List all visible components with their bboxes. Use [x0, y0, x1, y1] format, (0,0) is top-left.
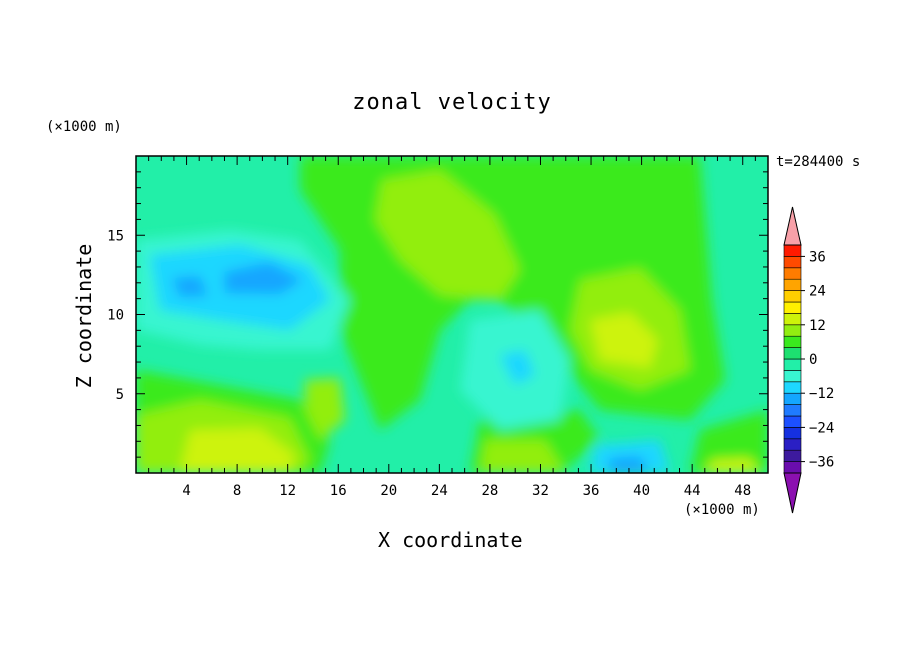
chart-title: zonal velocity: [352, 90, 552, 115]
region-negative-core-b: [172, 276, 208, 297]
colorbar-swatch: [783, 301, 802, 314]
x-axis-unit: (×1000 m): [684, 502, 760, 518]
colorbar: 36 24 12 0 −12 −24 −36: [783, 206, 834, 514]
colorbar-swatch: [783, 290, 802, 303]
y-tick-label: 10: [107, 308, 124, 324]
colorbar-swatch: [783, 404, 802, 417]
colorbar-swatch: [783, 392, 802, 405]
x-tick-label: 24: [431, 483, 448, 499]
colorbar-swatch: [783, 415, 802, 428]
colorbar-swatch: [783, 347, 802, 360]
colorbar-swatch: [783, 438, 802, 451]
x-tick-label: 40: [633, 483, 650, 499]
x-tick-label: 12: [279, 483, 296, 499]
colorbar-swatch: [783, 449, 802, 462]
colorbar-swatch: [783, 313, 802, 326]
x-axis-label: X coordinate: [378, 528, 523, 552]
colorbar-swatch: [783, 381, 802, 394]
colorbar-swatch: [783, 324, 802, 337]
contour-field: [136, 156, 768, 473]
x-tick-label: 28: [481, 483, 498, 499]
x-tick-label: 44: [684, 483, 701, 499]
colorbar-label: −36: [809, 455, 834, 471]
colorbar-swatch: [783, 267, 802, 280]
region-positive-right-core: [590, 312, 658, 368]
axis-ticks: [136, 156, 768, 473]
x-tick-label: 32: [532, 483, 549, 499]
colorbar-swatch: [783, 244, 802, 257]
y-tick-label: 15: [107, 228, 124, 244]
region-positive-upper: [375, 170, 520, 300]
region-zero-right: [690, 410, 768, 473]
region-positive-mid-left: [305, 378, 345, 440]
colorbar-swatch: [783, 256, 802, 269]
x-tick-label: 8: [233, 483, 241, 499]
colorbar-extend-high: [783, 206, 802, 246]
y-axis-unit: (×1000 m): [46, 119, 122, 135]
region-positive-bottom-left-core: [180, 428, 295, 473]
colorbar-swatch: [783, 461, 802, 474]
colorbar-swatch: [783, 427, 802, 440]
colorbar-swatch: [783, 370, 802, 383]
colorbar-swatch: [783, 335, 802, 348]
colorbar-extend-low: [783, 472, 802, 514]
colorbar-label: −24: [809, 420, 834, 436]
region-positive-bottom-mid: [480, 440, 565, 473]
region-positive-bottom-right: [705, 458, 760, 473]
x-tick-label: 16: [330, 483, 347, 499]
region-negative-mid-cyan: [500, 350, 535, 385]
x-tick-label: 4: [182, 483, 190, 499]
colorbar-label: −12: [809, 386, 834, 402]
colorbar-label: 12: [809, 318, 826, 334]
x-tick-label: 20: [380, 483, 397, 499]
colorbar-label: 36: [809, 249, 826, 265]
x-tick-label: 36: [583, 483, 600, 499]
x-tick-label: 48: [734, 483, 751, 499]
y-tick-label: 5: [116, 387, 124, 403]
colorbar-swatch: [783, 358, 802, 371]
time-annotation: t=284400 s: [776, 154, 861, 170]
colorbar-label: 0: [809, 352, 817, 368]
colorbar-label: 24: [809, 284, 826, 300]
region-negative-bottom-core: [608, 456, 650, 473]
colorbar-swatch: [783, 278, 802, 291]
region-negative-core-a: [224, 262, 303, 294]
